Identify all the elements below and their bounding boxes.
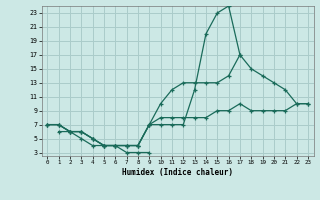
X-axis label: Humidex (Indice chaleur): Humidex (Indice chaleur) [122,168,233,177]
